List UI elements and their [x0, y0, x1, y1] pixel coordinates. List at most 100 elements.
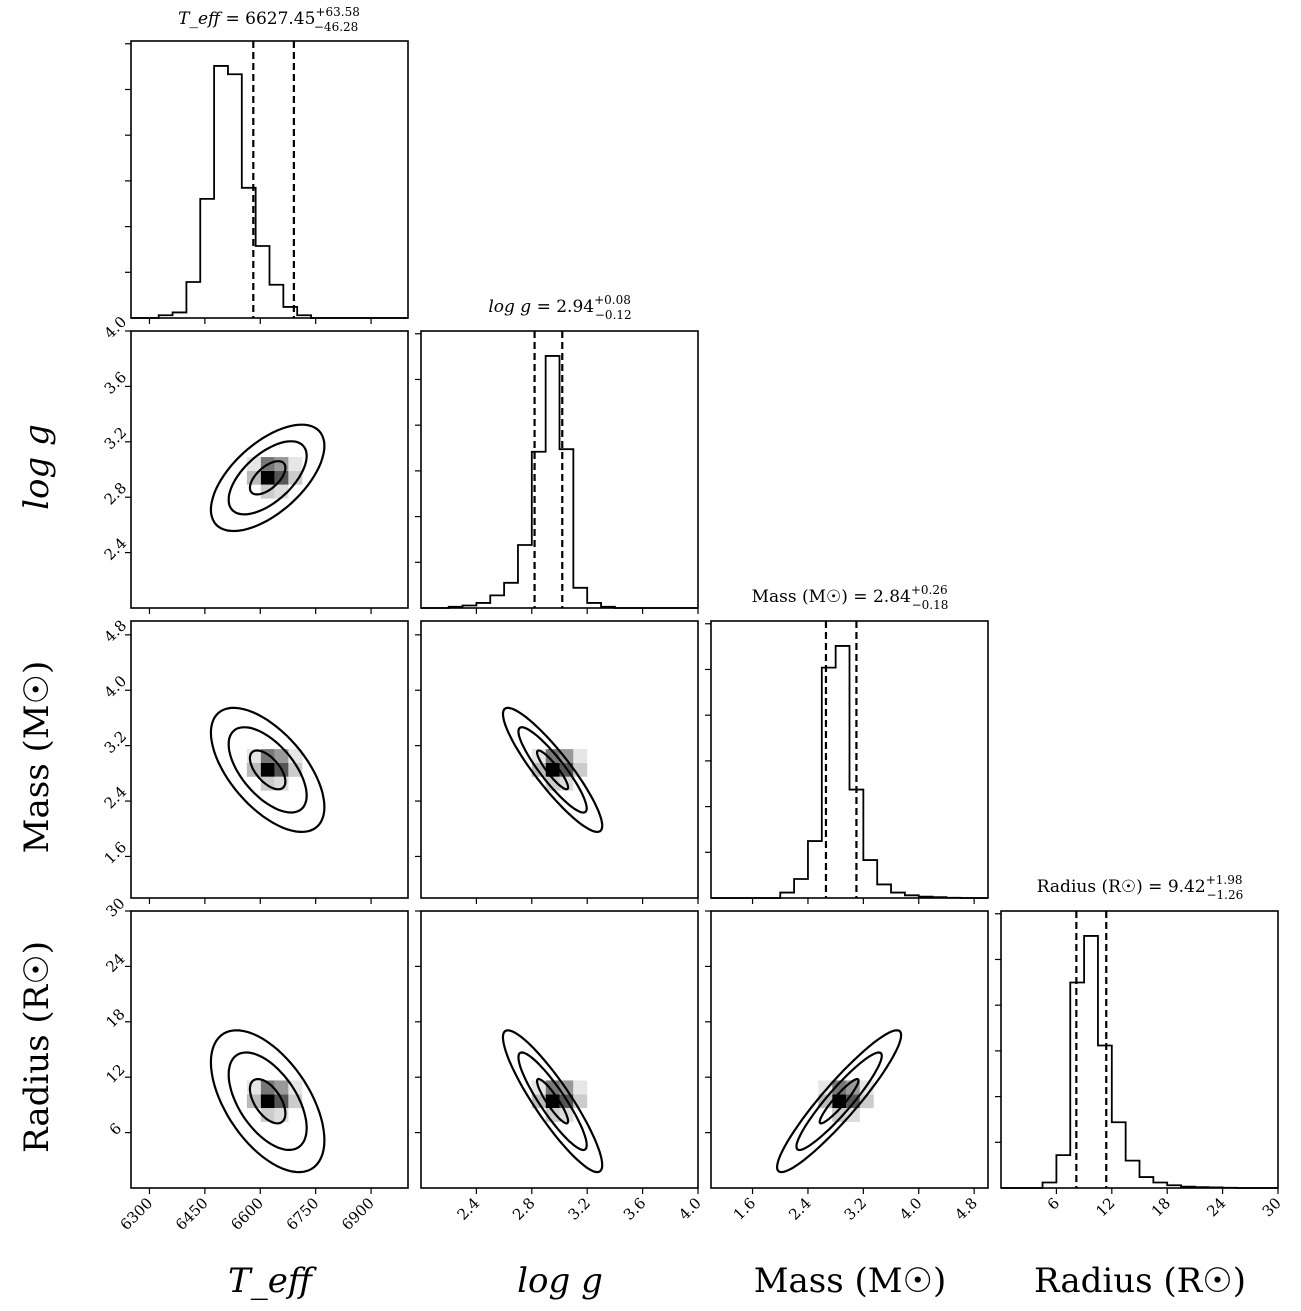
contour-0-0 — [248, 460, 287, 496]
ylabel-logg: log g — [17, 424, 57, 510]
xticklabel-radius-1: 12 — [1092, 1194, 1118, 1220]
yticklabel-mass-2: 3.2 — [101, 727, 131, 757]
xticklabel-teff-1: 6450 — [172, 1194, 212, 1234]
yticklabel-logg-2: 3.2 — [101, 423, 131, 453]
xticklabel-teff-3: 6750 — [283, 1194, 323, 1234]
xticklabel-radius-3: 24 — [1203, 1194, 1229, 1220]
ylabel-radius: Radius (R☉) — [17, 941, 57, 1153]
hist-panel-teff — [130, 40, 409, 319]
ylabel-mass: Mass (M☉) — [17, 661, 57, 854]
hist-panel-logg — [420, 330, 699, 609]
yticklabel-logg-1: 2.8 — [101, 479, 131, 509]
density-cell-4-8 — [573, 1080, 588, 1095]
xticklabel-logg-4: 4.0 — [675, 1194, 705, 1224]
yticklabel-logg-3: 3.6 — [101, 368, 131, 398]
density-cell-0-8 — [288, 457, 303, 471]
density-cell-3-0 — [260, 1094, 275, 1109]
xlabel-teff: T_eff — [228, 1261, 317, 1301]
density-cell-3-8 — [288, 1080, 303, 1095]
contour-5-0 — [818, 1077, 860, 1125]
xticklabel-teff-2: 6600 — [227, 1194, 267, 1234]
density-cell-3-2 — [260, 1080, 275, 1095]
density-cell-1-0 — [260, 762, 275, 777]
yticklabel-mass-1: 2.4 — [101, 783, 131, 813]
yticklabel-radius-2: 18 — [102, 1005, 128, 1031]
corner-panels: 6 12 18 24 30 2.4 2.8 3.2 3.6 4.0 1.6 2.4 3.2 4.0 4.8 6… — [101, 40, 1285, 1234]
title-teff: T_eff = 6627.45+63.58 −46.28 — [178, 5, 360, 34]
density-cell-2-0 — [545, 762, 560, 777]
contour-5-1 — [795, 1051, 883, 1152]
contour-4-0 — [536, 1077, 570, 1125]
xticklabel-mass-3: 4.0 — [896, 1194, 926, 1224]
yticklabel-mass-3: 4.0 — [101, 672, 131, 702]
hist-teff — [131, 65, 408, 319]
xticklabel-radius-0: 6 — [1044, 1194, 1063, 1213]
xlabel-mass: Mass (M☉) — [754, 1261, 947, 1301]
contour-1-2 — [209, 706, 326, 834]
density-panel-logg-mass — [420, 620, 699, 899]
density-cell-2-8 — [573, 749, 588, 763]
contour-0-2 — [209, 423, 326, 533]
yticklabel-logg-4: 4.0 — [101, 313, 131, 343]
xticklabel-mass-2: 3.2 — [841, 1194, 871, 1224]
density-panel-mass-radius — [710, 910, 989, 1189]
yticklabel-logg-0: 2.4 — [101, 534, 131, 564]
density-cell-3-6 — [260, 1108, 275, 1122]
xlabel-logg: log g — [517, 1261, 603, 1301]
yticklabel-radius-3: 24 — [102, 950, 128, 976]
density-panel-teff-logg — [130, 330, 409, 609]
xticklabel-logg-2: 3.2 — [564, 1194, 594, 1224]
yticklabel-radius-4: 30 — [102, 894, 128, 920]
contour-2-2 — [501, 706, 604, 834]
density-cell-2-6 — [545, 776, 560, 791]
hist-mass — [711, 645, 988, 899]
yticklabel-radius-1: 12 — [102, 1061, 128, 1087]
xticklabel-mass-0: 1.6 — [730, 1194, 760, 1224]
density-cell-2-3 — [559, 749, 574, 763]
contour-3-2 — [209, 1029, 326, 1174]
contour-3-1 — [227, 1051, 308, 1151]
hist-panel-radius — [1000, 910, 1279, 1189]
density-cell-5-7 — [846, 1108, 860, 1122]
title-mass: Mass (M☉) = 2.84+0.26 −0.18 — [752, 583, 949, 612]
xticklabel-logg-3: 3.6 — [620, 1194, 650, 1224]
density-cell-3-3 — [274, 1080, 289, 1095]
contour-2-1 — [517, 726, 588, 814]
density-cell-1-5 — [288, 762, 303, 777]
yticklabel-mass-4: 4.8 — [101, 617, 131, 647]
hist-panel-mass — [710, 620, 989, 899]
contour-4-1 — [517, 1051, 588, 1152]
xticklabel-teff-4: 6900 — [338, 1194, 378, 1234]
density-panel-teff-mass — [130, 620, 409, 899]
hist-logg — [421, 355, 698, 609]
xticklabel-radius-2: 18 — [1148, 1194, 1174, 1220]
title-logg: log g = 2.94+0.08 −0.12 — [488, 293, 631, 322]
density-cell-0-0 — [260, 470, 275, 485]
density-panel-logg-radius — [420, 910, 699, 1189]
contour-4-2 — [501, 1029, 604, 1174]
contour-1-0 — [248, 749, 287, 791]
density-panel-teff-radius — [130, 910, 409, 1189]
density-cell-0-5 — [288, 470, 303, 485]
yticklabel-radius-0: 6 — [106, 1119, 125, 1138]
hist-radius — [1001, 935, 1278, 1189]
xticklabel-mass-4: 4.8 — [951, 1194, 981, 1224]
title-radius: Radius (R☉) = 9.42+1.98 −1.26 — [1037, 873, 1244, 902]
yticklabel-mass-0: 1.6 — [101, 838, 131, 868]
xticklabel-mass-1: 2.4 — [785, 1194, 815, 1224]
contour-0-1 — [227, 440, 308, 516]
density-cell-2-2 — [545, 749, 560, 763]
density-cell-5-0 — [832, 1094, 847, 1109]
density-cell-5-9 — [818, 1080, 833, 1095]
xlabel-radius: Radius (R☉) — [1034, 1261, 1246, 1301]
xticklabel-logg-1: 2.8 — [509, 1194, 539, 1224]
contour-5-2 — [775, 1029, 903, 1174]
xticklabel-radius-4: 30 — [1259, 1194, 1285, 1220]
contour-1-1 — [227, 726, 308, 814]
contour-3-0 — [248, 1078, 287, 1125]
xticklabel-teff-0: 6300 — [117, 1194, 157, 1234]
contour-2-0 — [536, 749, 570, 791]
xticklabel-logg-0: 2.4 — [454, 1194, 484, 1224]
density-cell-1-3 — [274, 749, 289, 763]
